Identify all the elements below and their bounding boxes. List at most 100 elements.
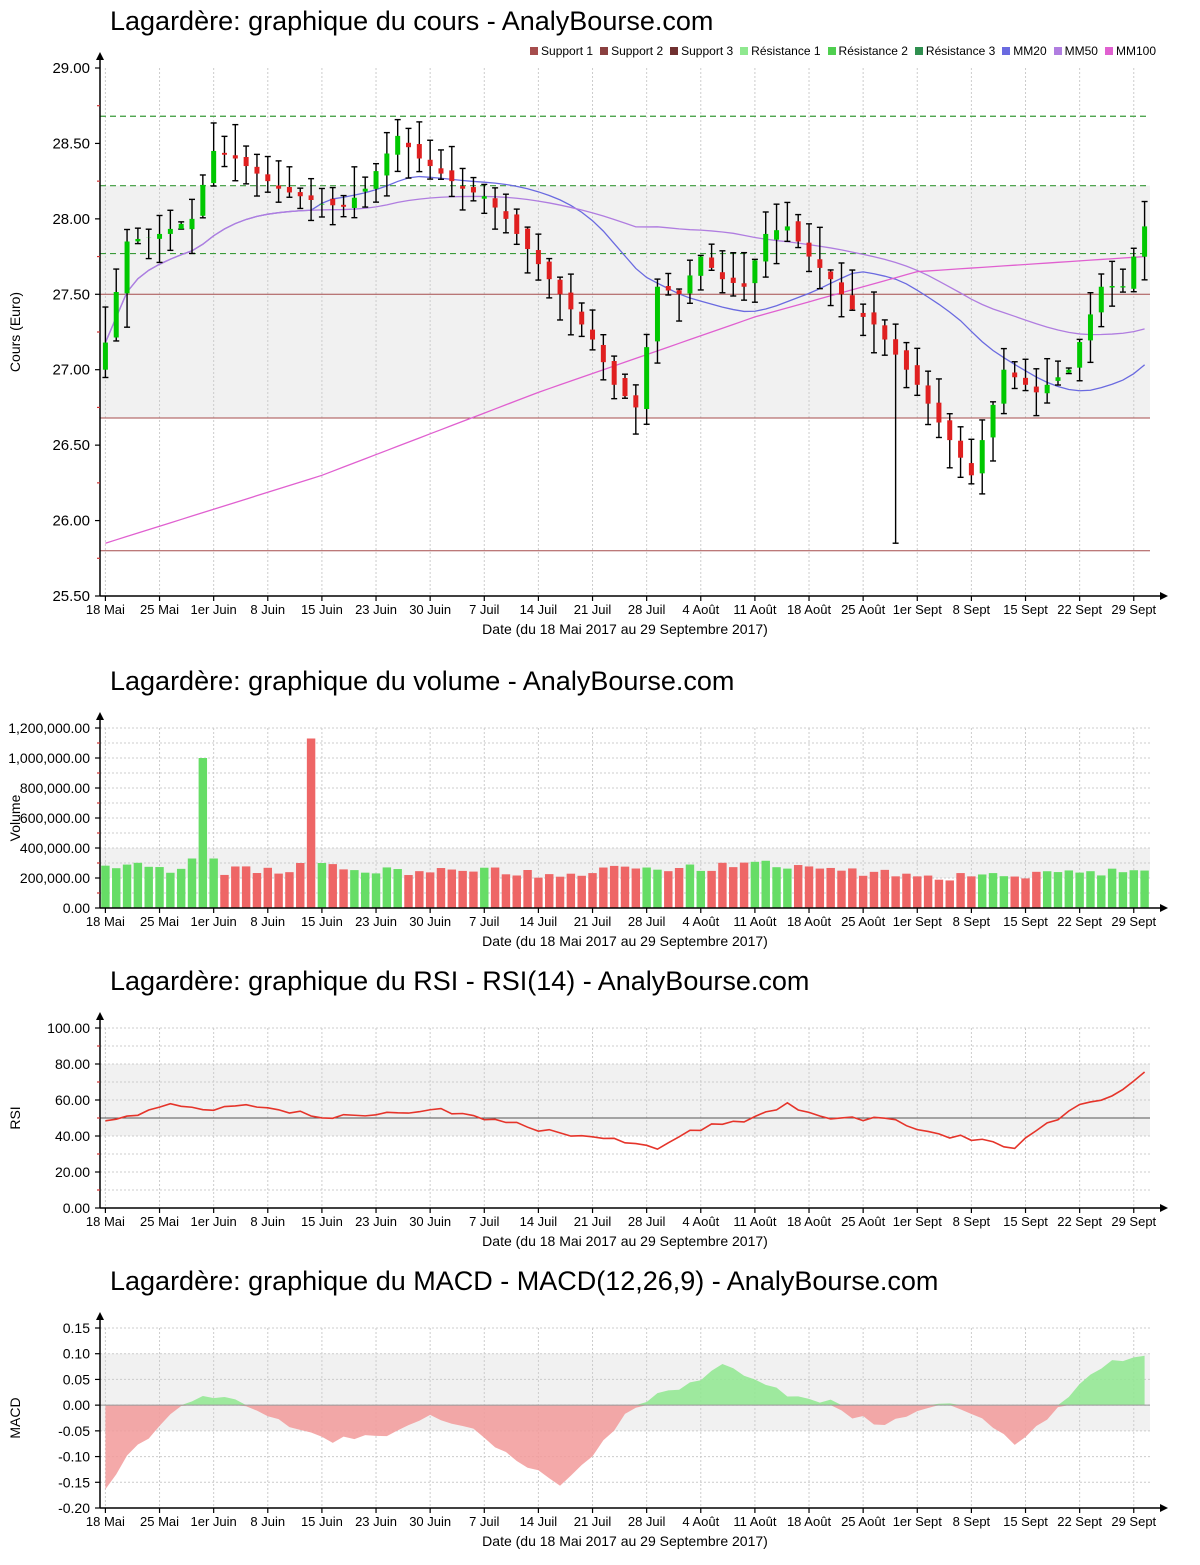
svg-text:21 Juil: 21 Juil: [574, 602, 612, 617]
svg-text:1er Juin: 1er Juin: [191, 1214, 237, 1229]
svg-text:-0.05: -0.05: [58, 1423, 90, 1439]
svg-text:18 Mai: 18 Mai: [86, 914, 125, 929]
svg-text:14 Juil: 14 Juil: [520, 1214, 558, 1229]
svg-text:1er Sept: 1er Sept: [893, 914, 943, 929]
svg-text:21 Juil: 21 Juil: [574, 914, 612, 929]
svg-text:0.10: 0.10: [63, 1346, 90, 1362]
svg-text:1er Sept: 1er Sept: [893, 602, 943, 617]
svg-text:0.00: 0.00: [63, 1397, 90, 1413]
svg-text:18 Mai: 18 Mai: [86, 602, 125, 617]
svg-text:Volume: Volume: [7, 794, 23, 841]
svg-text:800,000.00: 800,000.00: [20, 780, 90, 796]
svg-text:15 Sept: 15 Sept: [1003, 1214, 1048, 1229]
svg-text:8 Sept: 8 Sept: [953, 1214, 991, 1229]
svg-text:28.50: 28.50: [52, 135, 90, 152]
svg-text:21 Juil: 21 Juil: [574, 1214, 612, 1229]
svg-text:200,000.00: 200,000.00: [20, 870, 90, 886]
svg-text:30 Juin: 30 Juin: [409, 914, 451, 929]
svg-text:28 Juil: 28 Juil: [628, 602, 666, 617]
svg-text:4 Août: 4 Août: [682, 914, 719, 929]
svg-text:22 Sept: 22 Sept: [1057, 1214, 1102, 1229]
svg-text:14 Juil: 14 Juil: [520, 1514, 558, 1529]
svg-text:26.00: 26.00: [52, 513, 90, 530]
svg-text:25 Mai: 25 Mai: [140, 1214, 179, 1229]
svg-text:29 Sept: 29 Sept: [1111, 914, 1156, 929]
svg-text:18 Août: 18 Août: [787, 1514, 831, 1529]
svg-text:8 Sept: 8 Sept: [953, 1514, 991, 1529]
svg-text:23 Juin: 23 Juin: [355, 1514, 397, 1529]
svg-text:80.00: 80.00: [55, 1056, 90, 1072]
svg-text:27.50: 27.50: [52, 286, 90, 303]
svg-text:-0.10: -0.10: [58, 1449, 90, 1465]
svg-text:1er Sept: 1er Sept: [893, 1514, 943, 1529]
svg-text:15 Juin: 15 Juin: [301, 602, 343, 617]
svg-text:18 Août: 18 Août: [787, 602, 831, 617]
svg-text:23 Juin: 23 Juin: [355, 1214, 397, 1229]
svg-text:26.50: 26.50: [52, 437, 90, 454]
svg-text:22 Sept: 22 Sept: [1057, 1514, 1102, 1529]
svg-text:14 Juil: 14 Juil: [520, 602, 558, 617]
svg-text:0.15: 0.15: [63, 1320, 90, 1336]
svg-text:1er Juin: 1er Juin: [191, 602, 237, 617]
svg-text:4 Août: 4 Août: [682, 602, 719, 617]
svg-text:30 Juin: 30 Juin: [409, 602, 451, 617]
svg-text:18 Mai: 18 Mai: [86, 1214, 125, 1229]
svg-text:1er Juin: 1er Juin: [191, 914, 237, 929]
svg-text:7 Juil: 7 Juil: [469, 914, 499, 929]
svg-text:1,000,000.00: 1,000,000.00: [8, 750, 90, 766]
svg-text:11 Août: 11 Août: [733, 1514, 777, 1529]
svg-text:8 Juin: 8 Juin: [250, 1214, 285, 1229]
svg-text:1er Juin: 1er Juin: [191, 1514, 237, 1529]
svg-text:8 Juin: 8 Juin: [250, 602, 285, 617]
svg-text:28 Juil: 28 Juil: [628, 1514, 666, 1529]
svg-text:22 Sept: 22 Sept: [1057, 602, 1102, 617]
svg-text:60.00: 60.00: [55, 1092, 90, 1108]
svg-text:25 Août: 25 Août: [841, 602, 885, 617]
svg-text:Date (du 18 Mai 2017 au 29 Sep: Date (du 18 Mai 2017 au 29 Septembre 201…: [482, 621, 768, 637]
svg-text:11 Août: 11 Août: [733, 914, 777, 929]
svg-text:100.00: 100.00: [47, 1020, 90, 1036]
svg-text:27.00: 27.00: [52, 362, 90, 379]
svg-text:23 Juin: 23 Juin: [355, 914, 397, 929]
svg-text:15 Juin: 15 Juin: [301, 1214, 343, 1229]
svg-text:21 Juil: 21 Juil: [574, 1514, 612, 1529]
svg-text:Date (du 18 Mai 2017 au 29 Sep: Date (du 18 Mai 2017 au 29 Septembre 201…: [482, 1533, 768, 1549]
svg-text:11 Août: 11 Août: [733, 1214, 777, 1229]
svg-text:28.00: 28.00: [52, 211, 90, 228]
svg-text:25 Mai: 25 Mai: [140, 1514, 179, 1529]
svg-text:28 Juil: 28 Juil: [628, 914, 666, 929]
svg-text:MACD: MACD: [7, 1397, 23, 1438]
svg-text:Date (du 18 Mai 2017 au 29 Sep: Date (du 18 Mai 2017 au 29 Septembre 201…: [482, 933, 768, 949]
svg-text:8 Sept: 8 Sept: [953, 602, 991, 617]
svg-text:28 Juil: 28 Juil: [628, 1214, 666, 1229]
svg-text:1er Sept: 1er Sept: [893, 1214, 943, 1229]
svg-text:29 Sept: 29 Sept: [1111, 1514, 1156, 1529]
svg-text:29.00: 29.00: [52, 60, 90, 77]
svg-text:8 Sept: 8 Sept: [953, 914, 991, 929]
svg-text:25 Août: 25 Août: [841, 914, 885, 929]
svg-text:15 Sept: 15 Sept: [1003, 602, 1048, 617]
svg-text:600,000.00: 600,000.00: [20, 810, 90, 826]
svg-text:4 Août: 4 Août: [682, 1514, 719, 1529]
svg-text:15 Juin: 15 Juin: [301, 914, 343, 929]
svg-text:400,000.00: 400,000.00: [20, 840, 90, 856]
svg-text:30 Juin: 30 Juin: [409, 1514, 451, 1529]
svg-text:23 Juin: 23 Juin: [355, 602, 397, 617]
svg-text:40.00: 40.00: [55, 1128, 90, 1144]
svg-text:25 Mai: 25 Mai: [140, 602, 179, 617]
svg-text:Cours (Euro): Cours (Euro): [7, 292, 23, 372]
svg-text:14 Juil: 14 Juil: [520, 914, 558, 929]
svg-text:4 Août: 4 Août: [682, 1214, 719, 1229]
svg-text:30 Juin: 30 Juin: [409, 1214, 451, 1229]
svg-text:-0.15: -0.15: [58, 1474, 90, 1490]
svg-text:RSI: RSI: [7, 1106, 23, 1129]
svg-text:29 Sept: 29 Sept: [1111, 1214, 1156, 1229]
svg-text:25 Mai: 25 Mai: [140, 914, 179, 929]
svg-text:15 Sept: 15 Sept: [1003, 1514, 1048, 1529]
svg-text:Date (du 18 Mai 2017 au 29 Sep: Date (du 18 Mai 2017 au 29 Septembre 201…: [482, 1233, 768, 1249]
svg-text:7 Juil: 7 Juil: [469, 1514, 499, 1529]
svg-text:20.00: 20.00: [55, 1164, 90, 1180]
svg-text:18 Août: 18 Août: [787, 1214, 831, 1229]
svg-text:15 Juin: 15 Juin: [301, 1514, 343, 1529]
svg-text:29 Sept: 29 Sept: [1111, 602, 1156, 617]
